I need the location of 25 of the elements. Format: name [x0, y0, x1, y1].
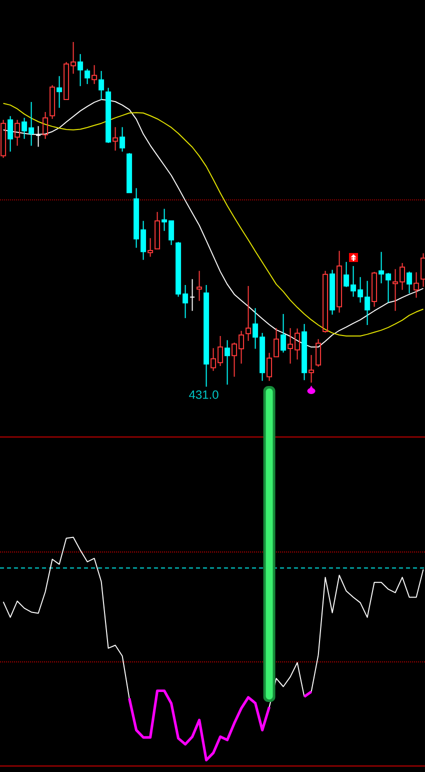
- candlestick: [224, 340, 230, 386]
- candlestick: [406, 271, 412, 294]
- candlestick: [120, 126, 126, 152]
- candlestick: [42, 111, 48, 140]
- annotation: 431.0: [189, 390, 218, 399]
- candlestick: [266, 352, 272, 382]
- candlestick: [112, 126, 118, 152]
- candlestick: [98, 70, 104, 100]
- candlestick: [420, 252, 425, 288]
- candlestick: [196, 270, 202, 302]
- candlestick: [280, 313, 286, 354]
- candlestick: [414, 272, 420, 298]
- candlestick: [336, 250, 342, 314]
- candlestick: [0, 119, 6, 158]
- candlestick: [154, 211, 160, 250]
- candlestick: [148, 238, 154, 258]
- candlestick: [78, 54, 84, 87]
- candlestick: [84, 68, 90, 85]
- candlestick: [56, 76, 62, 108]
- candlestick: [8, 116, 14, 152]
- candlestick: [274, 328, 280, 358]
- candlestick: [246, 286, 252, 342]
- candlestick: [14, 119, 20, 146]
- candlestick: [92, 64, 98, 85]
- candlestick: [308, 354, 314, 384]
